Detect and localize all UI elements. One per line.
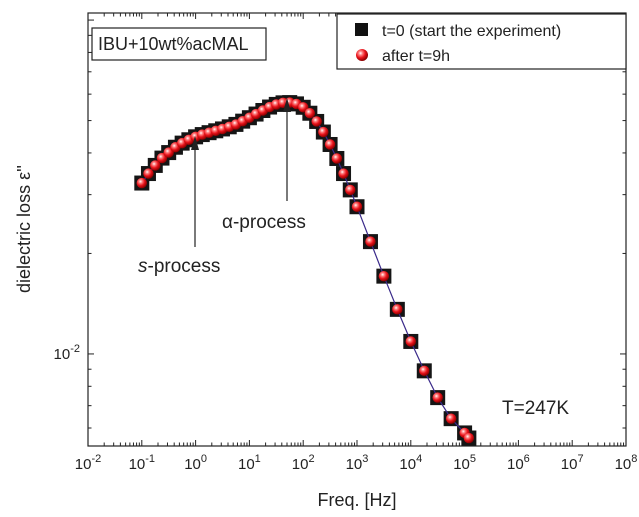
temperature-label: T=247K: [502, 398, 569, 419]
alpha-arrow-head: [283, 98, 291, 112]
x-tick-label: 105: [453, 453, 476, 473]
x-axis-title: Freq. [Hz]: [317, 490, 396, 510]
data-point-9h: [392, 304, 403, 315]
data-point-9h: [338, 168, 349, 179]
x-tick-label: 107: [561, 453, 584, 473]
data-point-9h: [345, 184, 356, 196]
plot-frame: [87, 12, 627, 447]
x-tick-label: 10-2: [75, 453, 101, 473]
sample-label-box: IBU+10wt%acMAL: [91, 27, 267, 61]
data-point-9h: [445, 413, 457, 424]
data-point-9h: [365, 236, 376, 247]
y-axis-ticks: [88, 19, 626, 429]
data-point-9h: [351, 201, 363, 212]
legend-square-marker: [355, 23, 368, 36]
data-point-9h: [463, 432, 475, 444]
data-point-9h: [331, 153, 343, 164]
data-point-9h: [136, 177, 147, 189]
data-point-9h: [304, 108, 316, 119]
s-arrow-head: [191, 136, 199, 150]
alpha-annotation: α-process: [222, 212, 306, 233]
x-tick-labels: 10-2 10-1 100 101 102 103 104 105 106 107 108: [75, 453, 638, 473]
legend-label-t0: t=0 (start the experiment): [382, 23, 561, 40]
x-tick-label: 108: [615, 453, 638, 473]
data-point-9h: [318, 126, 329, 138]
sample-label: IBU+10wt%acMAL: [98, 34, 249, 54]
x-tick-label: 10-1: [129, 453, 155, 473]
data-point-9h: [419, 365, 430, 377]
y-axis-title: dielectric loss ε'': [14, 165, 34, 293]
x-tick-label: 101: [238, 453, 261, 473]
y-tick-label: 10-2: [54, 343, 80, 363]
x-axis-ticks: [87, 13, 627, 446]
data-point-9h: [150, 160, 161, 171]
data-point-9h: [405, 336, 416, 347]
data-point-9h: [432, 392, 443, 403]
data-point-9h: [298, 102, 309, 113]
x-tick-label: 102: [292, 453, 315, 473]
x-tick-label: 104: [399, 453, 422, 473]
x-tick-label: 106: [507, 453, 530, 473]
x-tick-label: 103: [346, 453, 369, 473]
data-point-9h: [311, 116, 322, 127]
data-point-9h: [378, 270, 390, 282]
data-point-9h: [143, 168, 154, 179]
legend-sphere-marker: [356, 49, 368, 61]
legend: t=0 (start the experiment) after t=9h: [336, 13, 627, 70]
legend-box: [336, 13, 627, 70]
s-annotation: s-process: [138, 256, 220, 277]
data-point-9h: [324, 139, 336, 150]
y-tick-labels: 10-2: [54, 343, 80, 363]
x-tick-label: 100: [184, 453, 207, 473]
legend-label-9h: after t=9h: [382, 48, 450, 65]
